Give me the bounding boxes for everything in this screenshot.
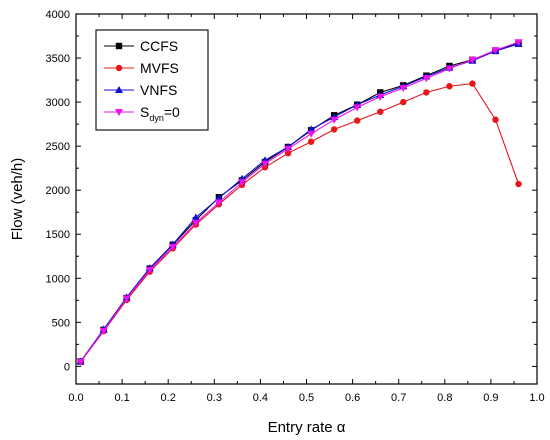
- x-axis-label: Entry rate α: [268, 419, 346, 436]
- y-tick-label: 0: [64, 361, 70, 373]
- data-point-vnfs: [214, 194, 223, 202]
- data-point-s-dyn-0: [445, 65, 454, 73]
- y-tick-label: 3000: [46, 97, 70, 109]
- data-point-mvfs: [446, 83, 453, 90]
- x-tick-label: 0.3: [207, 392, 222, 404]
- data-point-mvfs: [377, 108, 384, 115]
- legend-entry-vnfs: VNFS: [104, 82, 177, 98]
- data-point-s-dyn-0: [514, 39, 523, 47]
- legend-marker: [115, 64, 123, 72]
- x-tick-label: 0.2: [161, 392, 176, 404]
- data-point-mvfs: [492, 116, 499, 123]
- data-point-mvfs: [307, 138, 315, 145]
- y-tick-label: 1500: [46, 229, 70, 241]
- legend-label: Sdyn=0: [140, 104, 180, 123]
- data-point-s-dyn-0: [491, 47, 500, 55]
- data-point-s-dyn-0: [76, 358, 85, 366]
- y-tick-label: 2000: [46, 185, 70, 197]
- data-point-s-dyn-0: [99, 327, 108, 335]
- data-point-s-dyn-0: [168, 244, 177, 252]
- data-point-s-dyn-0: [191, 219, 200, 227]
- series-s-dyn-0: [76, 39, 523, 366]
- legend: CCFS MVFS VNFS Sdyn=0: [95, 29, 209, 131]
- legend-label: MVFS: [140, 60, 179, 76]
- series-line-vnfs: [80, 43, 519, 362]
- data-point-s-dyn-0: [284, 145, 293, 153]
- tick-labels: 0.0 0.1 0.2 0.3 0.4 0.5 0.6 0.7 0.8 0.9 1.0 0 500 100…: [46, 9, 545, 404]
- legend-entry-s-dyn-0: Sdyn=0: [104, 104, 180, 123]
- data-point-s-dyn-0: [261, 160, 270, 168]
- data-point-s-dyn-0: [307, 130, 316, 138]
- legend-label: CCFS: [140, 38, 178, 54]
- data-point-s-dyn-0: [399, 85, 408, 92]
- legend-label: VNFS: [140, 82, 177, 98]
- x-tick-label: 0.8: [437, 392, 452, 404]
- x-tick-label: 0.4: [253, 392, 268, 404]
- data-point-s-dyn-0: [468, 56, 477, 64]
- x-tick-label: 0.7: [391, 392, 406, 404]
- legend-entry-mvfs: MVFS: [104, 60, 179, 76]
- data-point-s-dyn-0: [422, 75, 431, 83]
- data-point-s-dyn-0: [122, 295, 131, 303]
- y-tick-label: 2500: [46, 141, 70, 153]
- legend-marker: [115, 86, 123, 93]
- legend-marker: [115, 109, 123, 116]
- x-tick-label: 0.0: [68, 392, 83, 404]
- axes: [75, 13, 538, 385]
- series-line-mvfs: [80, 83, 520, 363]
- data-point-s-dyn-0: [237, 179, 246, 187]
- data-point-s-dyn-0: [353, 104, 362, 112]
- data-point-mvfs: [354, 117, 361, 124]
- legend-entry-ccfs: CCFS: [104, 38, 178, 54]
- data-point-s-dyn-0: [214, 199, 223, 207]
- data-point-mvfs: [515, 180, 522, 188]
- y-tick-label: 4000: [46, 9, 70, 21]
- data-point-mvfs: [423, 89, 430, 96]
- x-tick-label: 0.5: [299, 392, 314, 404]
- data-point-vnfs: [307, 125, 316, 133]
- data-point-s-dyn-0: [330, 116, 339, 124]
- data-point-s-dyn-0: [376, 93, 385, 101]
- x-tick-label: 0.1: [114, 392, 129, 404]
- series-line-s-dyn-0: [80, 41, 519, 363]
- data-point-mvfs: [330, 126, 338, 133]
- y-axis-label: Flow (veh/h): [9, 158, 26, 241]
- legend-marker: [115, 42, 123, 50]
- x-tick-label: 1.0: [529, 392, 544, 404]
- y-tick-label: 500: [52, 317, 70, 329]
- data-point-vnfs: [191, 213, 200, 221]
- data-point-s-dyn-0: [145, 266, 154, 274]
- x-tick-label: 0.9: [483, 392, 498, 404]
- data-point-mvfs: [400, 98, 407, 106]
- data-point-mvfs: [284, 149, 292, 157]
- legend-box: [95, 29, 209, 131]
- y-tick-label: 3500: [46, 53, 70, 65]
- plot-marks: [76, 39, 523, 366]
- x-tick-label: 0.6: [345, 392, 360, 404]
- data-point-mvfs: [469, 80, 476, 87]
- y-tick-label: 1000: [46, 273, 70, 285]
